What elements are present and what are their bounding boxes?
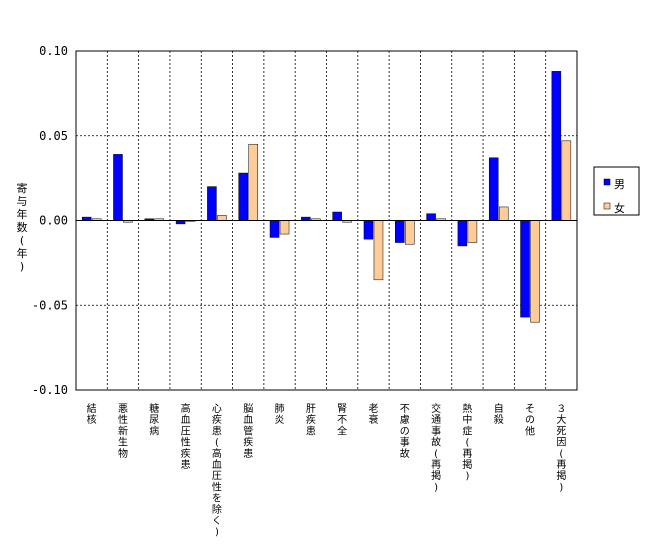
- y-axis-label-text: 寄与年数(年): [17, 181, 28, 273]
- bar-male-5: [238, 172, 248, 221]
- plot-bars: [81, 71, 572, 323]
- legend-label-female: 女: [614, 201, 625, 215]
- y-axis-label: 寄与年数(年): [17, 181, 28, 273]
- bar-male-1: [113, 154, 123, 221]
- bar-female-12: [467, 220, 478, 243]
- x-category-labels: 結核 悪性新生物 糖尿病 高血圧性疾患 心疾患(高血圧性を除く) 脳血管疾患 肺炎 肝疾患 腎不…: [87, 402, 567, 538]
- y-tick-label: -0.05: [32, 298, 68, 312]
- bar-male-14: [520, 220, 530, 318]
- x-category-label: 高血圧性疾患: [181, 402, 191, 471]
- x-category-label: その他: [525, 403, 535, 437]
- bar-female-13: [498, 206, 509, 221]
- legend: 男 女: [593, 166, 640, 216]
- bar-male-3: [175, 220, 186, 225]
- x-category-label: 交通事故(再掲): [431, 402, 441, 493]
- legend-box: [593, 166, 640, 216]
- bar-male-6: [269, 220, 280, 238]
- x-category-label: 心疾患(高血圧性を除く): [212, 403, 222, 538]
- y-tick-label: 0.05: [39, 129, 68, 143]
- bar-female-6: [279, 220, 290, 235]
- y-tick-label: -0.10: [32, 383, 68, 397]
- bar-male-9: [363, 220, 374, 240]
- bar-male-7: [301, 216, 311, 221]
- legend-swatch-male: [603, 178, 611, 186]
- x-category-label: 肝疾患: [306, 403, 316, 437]
- bar-female-15: [561, 140, 572, 221]
- bar-male-12: [457, 220, 468, 247]
- bar-female-9: [373, 220, 384, 281]
- x-category-label: 結核: [87, 402, 97, 426]
- plot-axes: [75, 50, 578, 391]
- bar-female-14: [530, 220, 540, 323]
- bar-male-11: [426, 213, 436, 221]
- x-category-label: 糖尿病: [149, 402, 159, 437]
- bar-male-4: [207, 186, 217, 221]
- x-category-label: 脳血管疾患: [243, 403, 253, 460]
- bar-male-0: [81, 216, 92, 221]
- bar-male-15: [551, 71, 562, 221]
- x-category-label: 老衰: [368, 402, 378, 426]
- x-category-label: 腎不全: [337, 403, 347, 437]
- bar-male-10: [395, 220, 405, 243]
- x-category-label: 不慮の事故: [400, 404, 410, 460]
- legend-label-male: 男: [614, 178, 625, 191]
- x-category-label: 自殺: [494, 402, 504, 426]
- x-category-label: 熱中症(再掲): [462, 402, 472, 482]
- x-category-label: 悪性新生物: [118, 403, 128, 460]
- bar-female-5: [248, 143, 258, 221]
- y-tick-labels: 0.10 0.05 0.00 -0.05 -0.10: [32, 44, 68, 397]
- y-tick-label: 0.00: [39, 214, 68, 228]
- x-category-label: 肺炎: [275, 403, 285, 426]
- bar-male-8: [332, 211, 342, 221]
- bar-female-4: [217, 215, 227, 221]
- bar-male-13: [488, 157, 499, 221]
- x-category-label: ３大死因(再掲): [556, 404, 566, 493]
- y-tick-label: 0.10: [39, 44, 68, 58]
- bar-female-10: [405, 220, 415, 245]
- legend-swatch-female: [603, 202, 611, 210]
